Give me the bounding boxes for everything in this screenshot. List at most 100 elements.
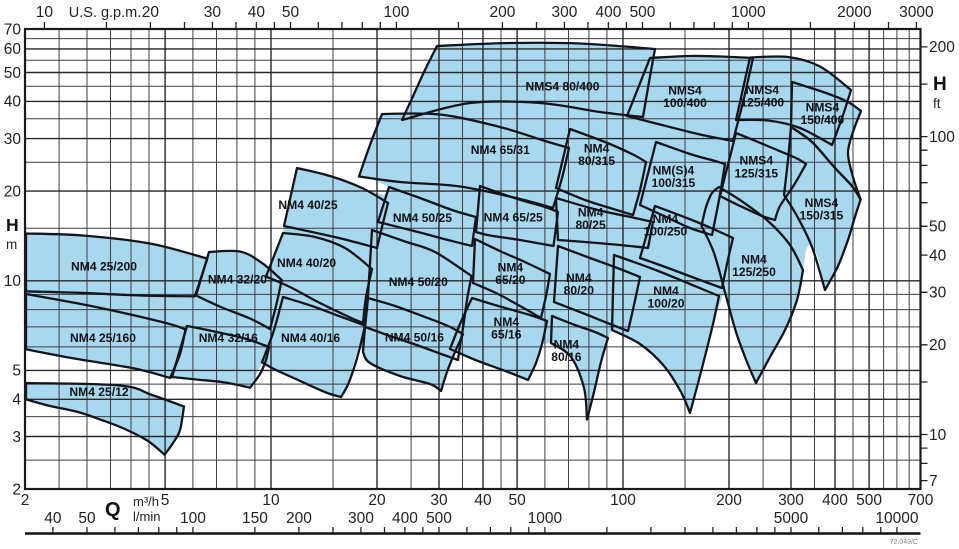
svg-text:72.049/C: 72.049/C [890,539,918,546]
svg-text:50: 50 [929,219,947,236]
svg-text:2: 2 [12,481,21,498]
svg-text:150/400: 150/400 [801,113,845,127]
svg-text:1000: 1000 [528,510,563,527]
svg-text:125/250: 125/250 [732,265,776,279]
svg-text:50: 50 [282,4,300,21]
svg-text:400: 400 [595,4,621,21]
svg-text:m³/h: m³/h [133,494,159,509]
svg-text:30: 30 [204,4,222,21]
svg-text:40: 40 [929,247,947,264]
svg-text:NM4 25/12: NM4 25/12 [69,385,128,399]
svg-text:200: 200 [716,492,742,509]
svg-text:70: 70 [4,21,22,38]
svg-text:H: H [6,215,19,235]
svg-text:NM4 40/16: NM4 40/16 [281,331,340,345]
svg-text:NM4: NM4 [741,253,767,267]
svg-text:150: 150 [242,510,268,527]
svg-text:10: 10 [36,4,54,21]
svg-text:NM4 50/25: NM4 50/25 [393,211,452,225]
svg-text:50: 50 [78,510,96,527]
svg-text:80/25: 80/25 [575,218,606,232]
svg-text:60: 60 [4,41,22,58]
svg-text:m: m [6,237,17,252]
svg-text:400: 400 [392,510,418,527]
svg-text:100/250: 100/250 [644,224,688,238]
svg-text:NM4: NM4 [554,338,580,352]
svg-text:NM4 40/25: NM4 40/25 [278,198,337,212]
svg-text:200: 200 [286,510,312,527]
svg-text:300: 300 [551,4,577,21]
svg-text:100/315: 100/315 [652,176,696,190]
svg-text:100/20: 100/20 [648,297,685,311]
svg-text:40: 40 [44,510,62,527]
svg-text:100: 100 [610,492,636,509]
svg-text:NMS4 80/400: NMS4 80/400 [526,80,600,94]
svg-text:700: 700 [908,492,934,509]
svg-text:Q: Q [105,499,121,521]
svg-text:80/20: 80/20 [564,284,595,298]
svg-text:30: 30 [929,285,947,302]
svg-text:10: 10 [262,492,280,509]
svg-text:NM4 65/31: NM4 65/31 [471,143,530,157]
svg-text:NM4: NM4 [653,212,679,226]
svg-text:NM4 50/16: NM4 50/16 [385,330,444,344]
svg-text:200: 200 [489,4,515,21]
svg-text:NM4: NM4 [498,261,524,275]
svg-text:2: 2 [21,492,30,509]
svg-text:5: 5 [12,363,21,380]
svg-text:NMS4: NMS4 [806,101,840,115]
svg-text:NMS4: NMS4 [805,196,839,210]
svg-text:NM4 50/20: NM4 50/20 [389,275,448,289]
svg-text:400: 400 [822,492,848,509]
svg-text:4: 4 [12,392,21,409]
svg-text:7: 7 [929,473,938,490]
svg-text:NM4 25/200: NM4 25/200 [71,259,137,273]
svg-text:80/16: 80/16 [551,350,582,364]
svg-text:150/315: 150/315 [800,209,844,223]
svg-text:NMS4: NMS4 [745,83,779,97]
svg-text:100: 100 [929,129,955,146]
svg-text:NM4 32/16: NM4 32/16 [199,331,258,345]
svg-text:200: 200 [929,39,955,56]
svg-text:50: 50 [4,65,22,82]
svg-text:100/400: 100/400 [663,96,707,110]
svg-text:2000: 2000 [837,4,872,21]
svg-text:5: 5 [161,492,170,509]
svg-text:65/20: 65/20 [495,273,526,287]
svg-text:NM4 40/20: NM4 40/20 [277,256,336,270]
svg-text:500: 500 [426,510,452,527]
svg-text:NM(S)4: NM(S)4 [653,163,695,177]
svg-text:NM4: NM4 [653,284,679,298]
svg-text:NMS4: NMS4 [739,154,773,168]
svg-text:NM4 32/20: NM4 32/20 [208,273,267,287]
svg-text:125/315: 125/315 [734,166,778,180]
svg-text:NM4: NM4 [494,315,520,329]
svg-text:10000: 10000 [875,510,918,527]
svg-text:l/min: l/min [133,509,160,524]
svg-text:NMS4: NMS4 [668,84,702,98]
svg-text:40: 40 [248,4,266,21]
svg-text:30: 30 [4,131,22,148]
svg-text:500: 500 [630,4,656,21]
svg-text:NM4: NM4 [584,141,610,155]
svg-text:ft: ft [933,96,941,111]
svg-text:NM4: NM4 [578,206,604,220]
svg-text:10: 10 [4,273,22,290]
svg-text:NM4: NM4 [566,271,592,285]
svg-text:H: H [933,74,947,95]
svg-text:NM4 65/25: NM4 65/25 [484,211,543,225]
svg-text:1000: 1000 [731,4,766,21]
svg-text:80/315: 80/315 [578,154,615,168]
svg-text:20: 20 [142,4,160,21]
svg-text:3000: 3000 [899,4,934,21]
svg-text:3: 3 [12,429,21,446]
svg-text:300: 300 [348,510,374,527]
svg-text:500: 500 [856,492,882,509]
svg-text:30: 30 [430,492,448,509]
svg-text:40: 40 [4,94,22,111]
svg-text:100: 100 [180,510,206,527]
svg-text:20: 20 [368,492,386,509]
svg-text:50: 50 [508,492,526,509]
svg-text:10: 10 [929,427,947,444]
svg-text:5000: 5000 [774,510,809,527]
